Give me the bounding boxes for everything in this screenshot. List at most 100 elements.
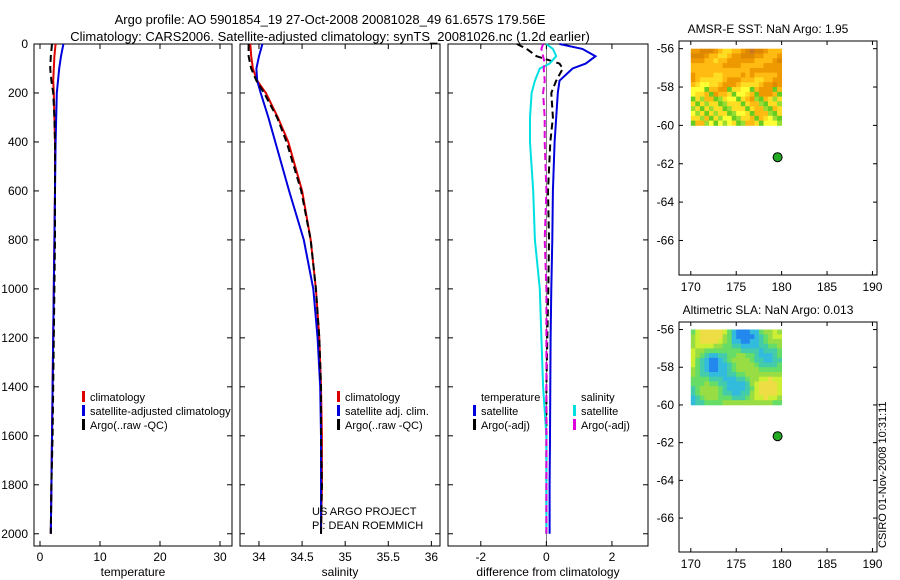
map-grid-cell <box>763 343 769 349</box>
map-grid-cell <box>749 72 755 78</box>
map-grid-cell <box>745 334 751 340</box>
map-grid-cell <box>772 101 778 107</box>
map-grid-cell <box>754 381 760 387</box>
map-grid-cell <box>713 376 719 382</box>
map-grid-cell <box>704 376 710 382</box>
map-grid-cell <box>722 72 728 78</box>
legend-swatch <box>82 419 85 430</box>
map-grid-cell <box>740 87 746 93</box>
map-grid-cell <box>704 390 710 396</box>
map-grid-cell <box>772 395 778 401</box>
map-grid-cell <box>763 381 769 387</box>
map-grid-cell <box>754 339 760 345</box>
map-grid-cell <box>727 329 732 335</box>
map-grid-cell <box>704 115 710 121</box>
map-grid-cell <box>772 58 778 64</box>
map-grid-cell <box>713 120 719 126</box>
map-grid-cell <box>709 111 714 117</box>
map-grid-cell <box>704 357 710 363</box>
map-grid-cell <box>695 353 701 359</box>
map-grid-cell <box>731 87 737 93</box>
map-grid-cell <box>763 334 769 340</box>
y-tick-label: 200 <box>8 86 28 100</box>
series-line-climatology <box>249 43 323 534</box>
x-tick-label: 170 <box>681 557 701 571</box>
map-grid-cell <box>695 106 701 112</box>
map-grid-cell <box>749 353 755 359</box>
map-grid-cell <box>754 367 760 373</box>
map-grid-cell <box>704 58 710 64</box>
map-grid-cell <box>722 67 728 74</box>
argo-position-marker <box>772 431 783 442</box>
map-grid-cell <box>758 72 764 78</box>
map-grid-cell <box>768 357 773 363</box>
map-grid-cell <box>699 106 705 112</box>
map-grid-cell <box>740 106 746 112</box>
map-grid-cell <box>713 53 719 59</box>
map-grid-cell <box>768 390 773 396</box>
x-tick-label: 175 <box>726 557 746 571</box>
map-grid-cell <box>740 101 746 107</box>
map-grid-cell <box>704 400 710 406</box>
x-tick-label: 10 <box>93 550 107 564</box>
map-grid-cell <box>754 101 760 107</box>
map-grid-cell <box>699 48 705 54</box>
map-grid-cell <box>731 395 737 401</box>
map-grid-cell <box>772 63 778 69</box>
map-grid-cell <box>690 372 696 378</box>
legend-swatch <box>82 391 85 402</box>
map-grid-cell <box>690 357 696 363</box>
map-grid-cell <box>690 82 696 88</box>
map-grid-cell <box>768 82 773 88</box>
map-grid-cell <box>749 111 755 117</box>
map-grid-cell <box>749 343 755 349</box>
map-grid-cell <box>763 115 769 121</box>
map-grid-cell <box>772 67 778 74</box>
y-tick-label: 1000 <box>1 282 28 296</box>
map-grid-cell <box>709 67 714 74</box>
map-grid-cell <box>718 390 723 396</box>
map-grid-cell <box>758 115 764 121</box>
map-grid-cell <box>763 58 769 64</box>
x-tick-label: 190 <box>862 280 882 294</box>
map-grid-cell <box>749 329 755 335</box>
map-grid-cell <box>709 48 714 54</box>
map-grid-cell <box>754 58 760 64</box>
credit-pi: PI: DEAN ROEMMICH <box>312 520 424 532</box>
map-grid-cell <box>727 339 732 345</box>
map-grid-cell <box>745 48 751 54</box>
map-grid-cell <box>727 48 732 54</box>
map-grid-cell <box>727 58 732 64</box>
map-grid-cell <box>763 348 769 354</box>
figure-title-line2: Climatology: CARS2006. Satellite-adjuste… <box>70 29 590 44</box>
map-grid-cell <box>745 357 751 363</box>
map-grid-cell <box>745 367 751 373</box>
map-grid-cell <box>749 63 755 69</box>
map-grid-cell <box>709 72 714 78</box>
map-grid-cell <box>745 395 751 401</box>
map-grid-cell <box>713 386 719 392</box>
map-grid-cell <box>768 58 773 64</box>
map-grid-cell <box>772 339 778 345</box>
map-grid-cell <box>695 72 701 78</box>
map-grid-cell <box>763 72 769 78</box>
map-grid-cell <box>727 367 732 373</box>
map-grid-cell <box>722 87 728 93</box>
map-grid-cell <box>736 96 742 102</box>
y-tick-label: 400 <box>8 135 28 149</box>
map-grid-cell <box>722 77 728 83</box>
map-grid-cell <box>777 63 782 69</box>
map-grid-cell <box>745 400 751 406</box>
map-grid-cell <box>727 111 732 117</box>
map-grid-cell <box>740 376 746 382</box>
y-tick-label: -64 <box>657 473 675 487</box>
map-grid-cell <box>745 63 751 69</box>
map-grid-cell <box>754 329 760 335</box>
map-grid-cell <box>718 362 723 368</box>
map-grid-cell <box>690 72 696 78</box>
map-grid-cell <box>709 63 714 69</box>
x-tick-label: 20 <box>153 550 167 564</box>
map-grid-cell <box>754 348 760 354</box>
y-tick-label: -62 <box>657 436 675 450</box>
map-grid-cell <box>772 87 778 93</box>
